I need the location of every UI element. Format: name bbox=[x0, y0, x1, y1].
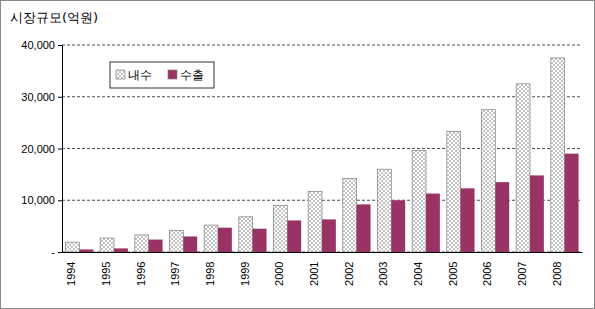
tick-label: - bbox=[51, 246, 55, 258]
legend-label: 수출 bbox=[180, 68, 204, 82]
tick: 1998 bbox=[204, 252, 218, 286]
series bbox=[79, 154, 578, 252]
bar bbox=[516, 84, 530, 252]
bar bbox=[65, 242, 79, 252]
tick: 2006 bbox=[481, 252, 495, 286]
bar bbox=[100, 238, 114, 252]
bars bbox=[65, 58, 578, 252]
tick-label: 2001 bbox=[308, 262, 320, 286]
tick-label: 30,000 bbox=[21, 91, 55, 103]
tick-label: 40,000 bbox=[21, 39, 55, 51]
chart: -10,00020,00030,00040,000199419951996199… bbox=[0, 0, 595, 309]
tick: 20,000 bbox=[21, 143, 62, 155]
tick-mark bbox=[58, 149, 62, 150]
y-axis-title: 시장규모(억원) bbox=[10, 10, 98, 25]
bar bbox=[169, 230, 183, 252]
axis-line bbox=[63, 252, 583, 253]
tick: 1996 bbox=[135, 252, 149, 286]
tick-mark bbox=[58, 200, 62, 201]
grid-line bbox=[62, 96, 582, 97]
tick: 1995 bbox=[100, 252, 114, 286]
y-axis: - 10,000 20,000 30,000 40,000 bbox=[21, 39, 62, 258]
legend: 내수 수출 bbox=[110, 62, 214, 88]
tick-label: 2008 bbox=[551, 262, 563, 286]
bar bbox=[183, 236, 197, 252]
bar bbox=[412, 151, 426, 252]
bar bbox=[273, 205, 287, 252]
bar bbox=[149, 240, 163, 252]
legend-swatch bbox=[168, 70, 177, 79]
tick: 2008 bbox=[551, 252, 565, 286]
bar bbox=[239, 217, 253, 252]
tick-label: 1995 bbox=[100, 262, 112, 286]
legend-label: 내수 bbox=[128, 68, 152, 82]
tick-label: 2002 bbox=[343, 262, 355, 286]
tick: 10,000 bbox=[21, 194, 62, 206]
bar bbox=[343, 179, 357, 252]
legend-swatch bbox=[116, 70, 125, 79]
x-axis: 1994 1995 1996 1997 1998 1999 2000 2001 2002 2003… bbox=[63, 252, 583, 286]
grid-line bbox=[62, 45, 582, 46]
bar bbox=[114, 248, 128, 252]
tick-label: 20,000 bbox=[21, 143, 55, 155]
tick-label: 10,000 bbox=[21, 194, 55, 206]
tick: 30,000 bbox=[21, 91, 62, 103]
tick-label: 1996 bbox=[135, 262, 147, 286]
tick-mark bbox=[58, 97, 62, 98]
tick: - bbox=[51, 246, 62, 258]
frame bbox=[1, 1, 595, 309]
bar bbox=[79, 249, 93, 252]
tick-label: 2003 bbox=[377, 262, 389, 286]
bar bbox=[357, 204, 371, 252]
bar bbox=[391, 200, 405, 252]
tick-label: 2000 bbox=[273, 262, 285, 286]
bar bbox=[377, 169, 391, 252]
grid bbox=[62, 45, 582, 252]
bar bbox=[253, 229, 267, 252]
bar bbox=[218, 228, 232, 252]
tick: 2003 bbox=[377, 252, 391, 286]
tick-mark bbox=[58, 45, 62, 46]
axis-line bbox=[58, 46, 63, 253]
bar bbox=[322, 219, 336, 252]
grid-line bbox=[62, 148, 582, 149]
bar bbox=[481, 110, 495, 252]
tick-label: 1994 bbox=[65, 262, 77, 286]
tick: 2001 bbox=[308, 252, 322, 286]
tick-label: 2007 bbox=[516, 262, 528, 286]
tick: 2004 bbox=[412, 252, 426, 286]
legend-box bbox=[110, 62, 214, 88]
tick-label: 2005 bbox=[447, 262, 459, 286]
tick: 2005 bbox=[447, 252, 461, 286]
bar bbox=[426, 194, 440, 252]
bar bbox=[447, 131, 461, 252]
tick: 1994 bbox=[65, 252, 79, 286]
bar bbox=[551, 58, 565, 252]
tick-label: 2004 bbox=[412, 262, 424, 286]
tick-label: 1998 bbox=[204, 262, 216, 286]
tick-label: 1997 bbox=[169, 262, 181, 286]
tick: 1999 bbox=[239, 252, 253, 286]
bar bbox=[495, 182, 509, 252]
series bbox=[65, 58, 564, 252]
bar bbox=[204, 225, 218, 252]
tick: 40,000 bbox=[21, 39, 62, 51]
bar bbox=[461, 188, 475, 252]
tick-label: 2006 bbox=[481, 262, 493, 286]
bar bbox=[287, 220, 301, 252]
tick: 2000 bbox=[273, 252, 287, 286]
bar bbox=[565, 154, 579, 252]
tick-label: 1999 bbox=[239, 262, 251, 286]
bar bbox=[135, 235, 149, 252]
plot: -10,00020,00030,00040,000199419951996199… bbox=[21, 39, 582, 286]
tick: 2007 bbox=[516, 252, 530, 286]
tick-mark bbox=[58, 252, 62, 253]
tick: 2002 bbox=[343, 252, 357, 286]
bar bbox=[530, 175, 544, 252]
tick: 1997 bbox=[169, 252, 183, 286]
bar bbox=[308, 191, 322, 252]
